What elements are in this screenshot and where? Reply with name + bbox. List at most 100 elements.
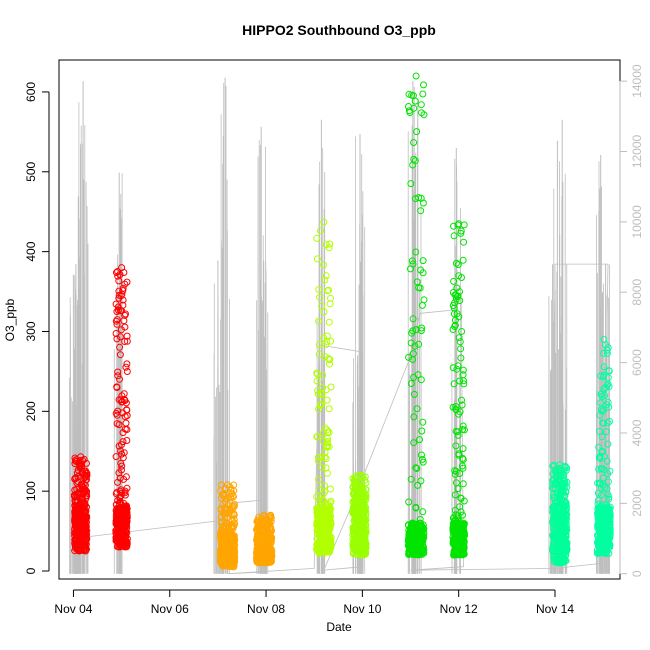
o3-point [409,541,417,549]
o3-point [326,507,334,515]
o3-point [257,554,265,562]
o3-point [119,523,127,531]
o3-point [118,489,126,497]
o3-point [121,323,129,331]
o3-point [459,256,467,264]
o3-point [221,532,229,540]
o3-point [412,504,420,512]
o3-point [420,111,428,119]
o3-point [418,455,426,463]
o3-point [115,306,122,314]
o3-point [123,368,131,375]
o3-point [313,493,321,501]
o3-point [320,308,328,316]
x-tick-label: Nov 10 [343,602,381,616]
o3-point [349,508,357,516]
o3-point [318,391,326,399]
o3-point [322,386,330,394]
o3-point [459,480,467,488]
o3-point [314,510,322,518]
o3-point [122,532,130,540]
o3-point [123,337,131,345]
o3-point [361,550,369,557]
o3-point [229,541,237,549]
o3-point [81,515,88,523]
y-tick-label: 400 [24,241,38,261]
o3-point [405,498,413,506]
o3-point [122,363,130,371]
o3-point [315,476,322,484]
o3-point [115,277,123,285]
o3-point-peak [77,453,85,461]
o3-point [452,403,460,411]
o3-point [456,503,464,511]
o3-point [122,419,130,427]
o3-point-peak [224,481,231,489]
o3-point [316,293,324,301]
o3-point [76,547,84,554]
o3-point [81,487,89,495]
o3-point [317,453,325,461]
o3-point [113,335,121,343]
o3-point [413,278,421,286]
o3-point [326,240,334,248]
o3-point [314,390,322,398]
o3-point [351,486,359,494]
o3-point [218,526,225,534]
o3-point [407,380,415,387]
o3-point [417,543,425,551]
o3-point [318,496,326,504]
o3-point [76,457,84,464]
o3-point [322,455,330,463]
altitude-trace [69,77,610,575]
o3-point [407,265,414,273]
o3-point [122,518,130,526]
o3-point [83,545,90,553]
o3-point [409,350,417,358]
x-axis-label: Date [326,620,352,634]
o3-point [267,514,275,522]
o3-point [229,502,237,510]
o3-point [253,539,261,547]
o3-point [73,479,81,487]
o3-point [224,547,232,554]
o3-point [123,406,131,414]
o3-point [322,545,330,553]
o3-point [417,266,425,274]
o3-point [315,286,323,293]
o3-point [118,307,126,315]
o3-point [228,553,236,561]
o3-point [116,508,124,516]
o3-point [80,526,88,534]
o3-point [123,437,131,444]
x-tick-label: Nov 12 [440,602,478,616]
o3-point [313,234,321,242]
o3-point [419,521,427,529]
o3-point [321,488,329,496]
x-tick-label: Nov 14 [536,602,574,616]
o3-point [112,300,120,308]
o3-point [114,478,122,486]
o3-point [118,392,126,400]
o3-point [411,550,419,558]
o3-point [410,413,418,421]
o3-point [319,384,327,392]
o3-point [410,155,418,163]
o3-point [325,405,333,413]
o3-point [253,527,261,535]
o3-point [122,529,130,537]
y-axis-label: O3_ppb [3,298,17,341]
o3-point [115,540,123,548]
o3-point [113,308,121,316]
o3-point [112,330,120,337]
o3-point [419,257,427,265]
o3-point [315,405,323,413]
x-tick-label: Nov 04 [54,602,92,616]
o3-point [227,493,235,500]
o3-point [82,476,90,484]
o3-point [313,377,321,385]
o3-point [418,301,426,309]
o3-point [325,318,333,326]
o3-point [316,401,324,409]
y-axis: 0 100 200 300 400 500 600 [24,82,50,574]
